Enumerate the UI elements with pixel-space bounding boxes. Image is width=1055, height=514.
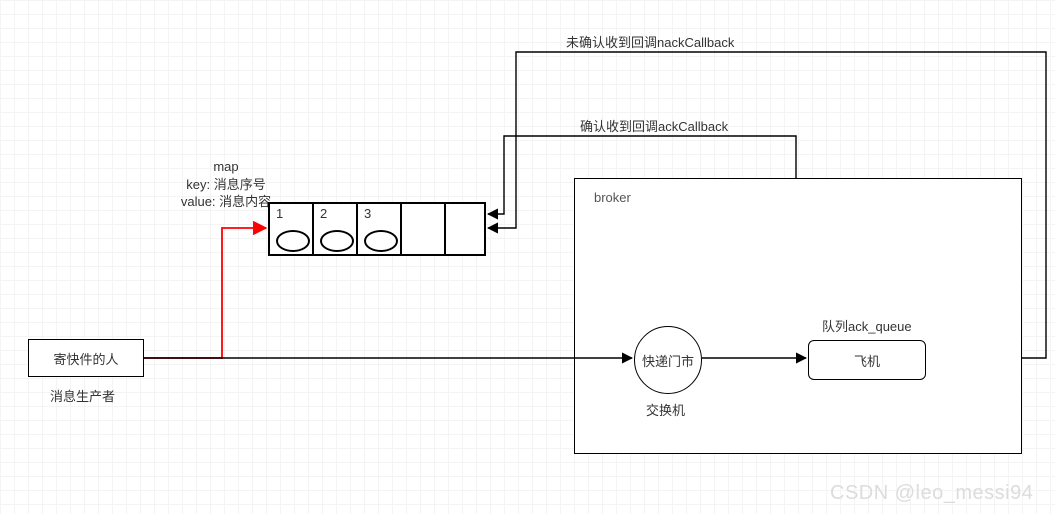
edge-producer-to-map [144, 228, 266, 358]
map-cell-num-1: 2 [320, 206, 327, 221]
exchange-sublabel: 交换机 [646, 402, 685, 420]
queue-node: 飞机 [808, 340, 926, 380]
exchange-label: 快递门市 [642, 351, 694, 370]
map-cell-1: 2 [314, 204, 358, 254]
map-cell-ellipse-1 [320, 230, 354, 252]
diagram-canvas: broker 快递门市 交换机 队列ack_queue 飞机 寄快件的人 消息生… [0, 0, 1055, 514]
producer-label: 寄快件的人 [53, 349, 118, 368]
map-cell-2: 3 [358, 204, 402, 254]
broker-label: broker [594, 190, 631, 205]
map-cell-num-0: 1 [276, 206, 283, 221]
map-container: 1 2 3 [268, 202, 486, 256]
map-cell-ellipse-2 [364, 230, 398, 252]
nack-callback-label: 未确认收到回调nackCallback [566, 34, 734, 52]
producer-node: 寄快件的人 [28, 339, 144, 377]
watermark: CSDN @leo_messi94 [830, 482, 1033, 505]
ack-callback-label: 确认收到回调ackCallback [580, 118, 728, 136]
map-title-line-0: map [166, 158, 286, 176]
map-cell-ellipse-0 [276, 230, 310, 252]
queue-label: 飞机 [854, 351, 880, 370]
producer-sublabel: 消息生产者 [50, 388, 115, 406]
exchange-node: 快递门市 [634, 326, 702, 394]
map-title-line-1: key: 消息序号 [166, 176, 286, 194]
map-cell-0: 1 [270, 204, 314, 254]
broker-box [574, 178, 1022, 454]
map-cell-3 [402, 204, 446, 254]
queue-toplabel: 队列ack_queue [822, 318, 912, 336]
map-cell-num-2: 3 [364, 206, 371, 221]
map-cell-4 [446, 204, 488, 254]
